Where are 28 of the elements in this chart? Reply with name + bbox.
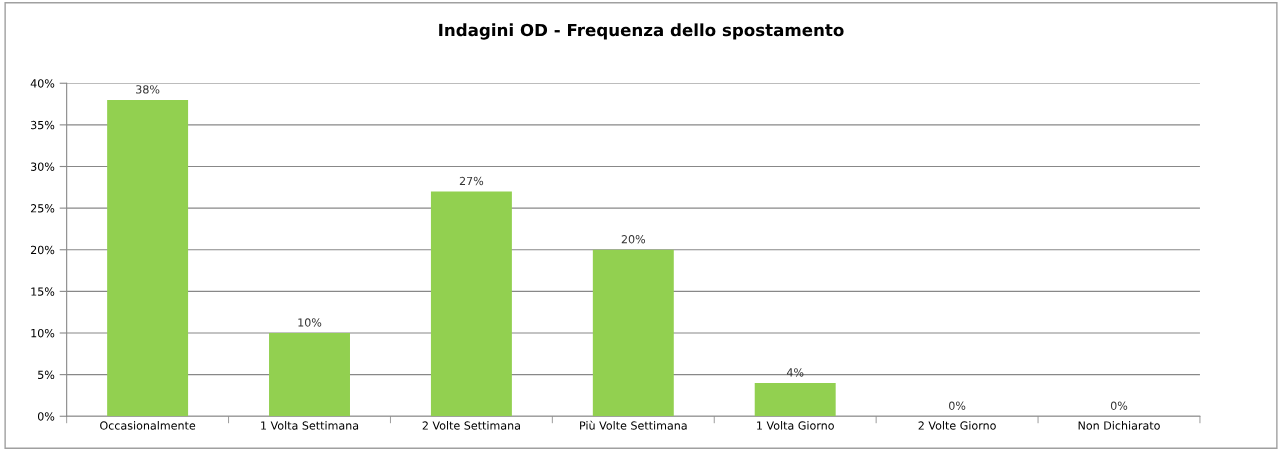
y-tick-label: 15% <box>31 287 55 296</box>
data-label: 27% <box>459 176 484 186</box>
chart-title: Indagini OD - Frequenza dello spostamento <box>439 23 844 40</box>
bar <box>269 333 350 417</box>
y-tick-label: 40% <box>30 79 55 88</box>
x-tick-label: 1 Volta Settimana <box>261 421 359 430</box>
y-tick-label: 25% <box>30 204 55 213</box>
y-tick-label: 10% <box>31 328 55 338</box>
data-label: 0% <box>1110 401 1128 410</box>
x-tick-label: 1 Volta Giorno <box>757 421 834 430</box>
y-tick-label: 20% <box>30 245 55 255</box>
data-label: 0% <box>949 401 966 410</box>
y-tick-label: 5% <box>38 370 55 379</box>
x-tick-label: Non Dichiarato <box>1078 421 1160 430</box>
x-tick-label: Più Volte Settimana <box>580 420 687 430</box>
data-label: 38% <box>136 85 160 94</box>
x-tick-label: 2 Volte Giorno <box>918 421 996 430</box>
y-tick-label: 35% <box>31 120 55 130</box>
data-label: 20% <box>621 235 646 244</box>
bar <box>592 249 674 417</box>
bar <box>430 191 512 417</box>
x-tick-label: Occasionalmente <box>100 421 196 430</box>
x-tick-label: 2 Volte Settimana <box>422 421 520 430</box>
bar <box>107 99 189 417</box>
data-label: 10% <box>298 318 322 327</box>
bar <box>754 382 836 417</box>
y-tick-label: 0% <box>37 412 55 421</box>
y-tick-label: 30% <box>31 162 55 171</box>
